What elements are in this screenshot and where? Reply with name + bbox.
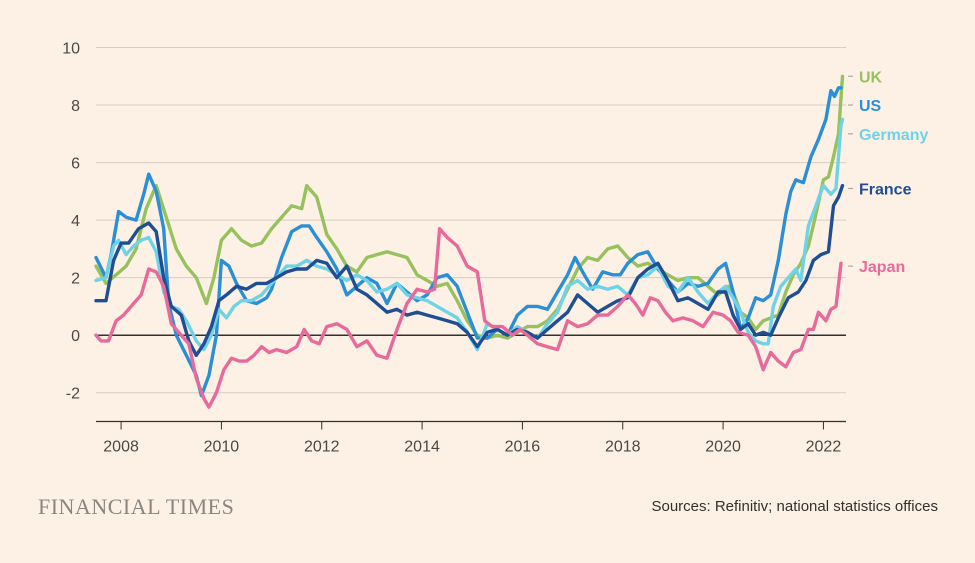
x-tick-label: 2020 — [705, 439, 741, 456]
y-tick-label: -2 — [66, 386, 80, 403]
x-tick-label: 2022 — [806, 439, 842, 456]
series-label-germany: Germany — [859, 127, 928, 144]
x-tick-label: 2016 — [505, 439, 541, 456]
source-note: Sources: Refinitiv; national statistics … — [651, 498, 938, 515]
series-label-france: France — [859, 181, 912, 198]
x-tick-label: 2018 — [605, 439, 641, 456]
x-axis-tick-labels: 2008 2010 2012 2014 2016 2018 2020 2022 — [103, 439, 841, 456]
y-tick-label: 2 — [71, 271, 80, 288]
x-tick-label: 2008 — [103, 439, 139, 456]
series-label-uk: UK — [859, 69, 883, 86]
series-line-us — [94, 86, 843, 398]
series-line-france — [94, 183, 845, 357]
y-tick-label: 8 — [71, 98, 80, 115]
y-tick-label: 6 — [71, 156, 80, 173]
series-label-us: US — [859, 98, 882, 115]
series-line-uk — [94, 74, 845, 340]
brand-logo: FINANCIAL TIMES — [38, 494, 235, 519]
y-tick-label: 4 — [71, 213, 80, 230]
series-line-germany — [94, 117, 845, 352]
y-tick-label: 0 — [71, 328, 80, 345]
y-tick-label: 10 — [62, 41, 80, 58]
x-tick-label: 2010 — [204, 439, 240, 456]
series-lines — [94, 74, 845, 409]
y-axis-tick-labels: -2 0 2 4 6 8 10 — [62, 41, 80, 403]
x-tick-label: 2012 — [304, 439, 340, 456]
series-end-labels: UK US Germany France Japan — [848, 69, 928, 276]
series-label-japan: Japan — [859, 259, 905, 276]
x-tick-label: 2014 — [404, 439, 440, 456]
series-line-japan — [94, 227, 843, 409]
